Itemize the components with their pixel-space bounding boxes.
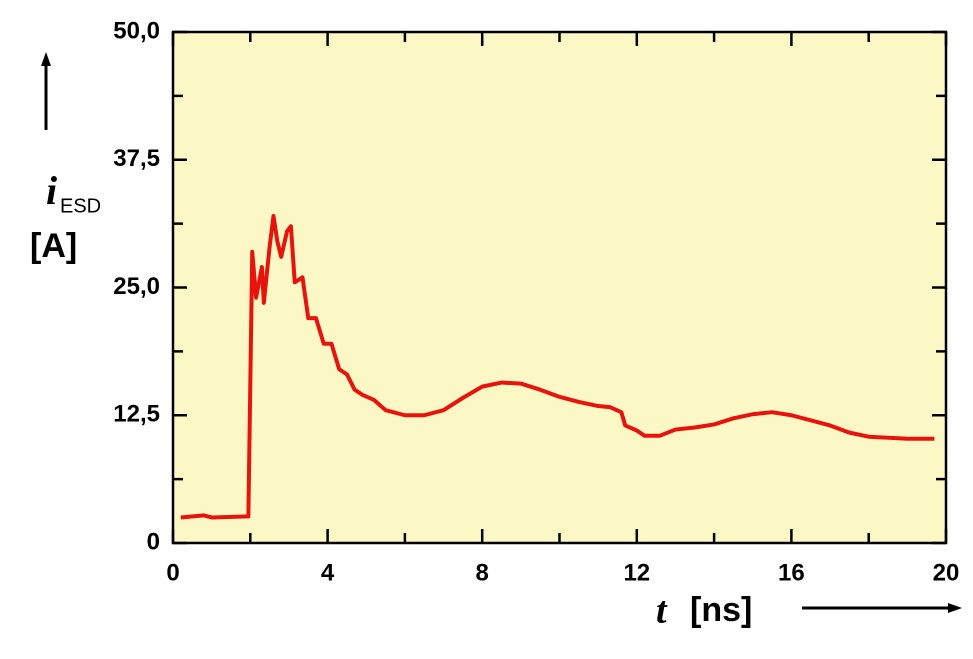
y-label-symbol: i <box>46 168 57 213</box>
x-arrow-head <box>948 603 962 613</box>
y-arrow-head <box>41 52 51 66</box>
x-label-symbol: t <box>656 590 668 632</box>
x-tick-label: 4 <box>321 559 335 586</box>
plot-area <box>171 30 948 545</box>
x-tick-label: 20 <box>933 559 960 586</box>
y-tick-label: 0 <box>147 528 160 555</box>
y-tick-label: 25,0 <box>113 273 160 300</box>
y-label-subscript: ESD <box>60 195 101 217</box>
x-label-unit: [ns] <box>690 591 752 629</box>
data-line <box>180 213 935 520</box>
x-tick-label: 12 <box>623 559 650 586</box>
y-label-unit: [A] <box>30 227 77 265</box>
y-tick-label: 12,5 <box>113 401 160 428</box>
x-tick-label: 0 <box>166 559 179 586</box>
x-tick-label: 8 <box>476 559 489 586</box>
y-tick-label: 37,5 <box>113 145 160 172</box>
x-tick-label: 16 <box>778 559 805 586</box>
y-tick-label: 50,0 <box>113 17 160 44</box>
